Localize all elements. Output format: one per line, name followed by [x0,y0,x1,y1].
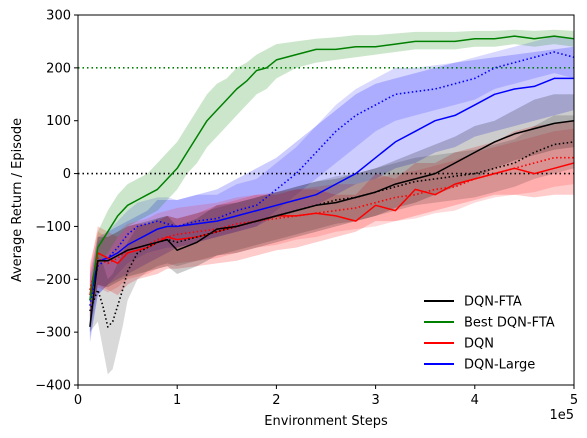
plot-area [77,14,575,386]
x-multiplier-label: 1e5 [549,408,574,423]
line-dqn [89,162,574,296]
y-tick-label: −200 [35,273,71,288]
x-tick-label: 4 [471,393,479,408]
y-tick-label: −400 [35,379,71,394]
legend: DQN-FTA Best DQN-FTA DQN DQN-Large [424,295,555,373]
legend-label-dqn-fta: DQN-FTA [464,295,522,310]
legend-label-dqn-large: DQN-Large [464,358,535,373]
x-tick-label: 2 [272,393,280,408]
plot-frame [77,14,575,386]
legend-label-best-dqn-fta: Best DQN-FTA [464,316,555,331]
line-series-1-dotted [89,51,574,306]
x-axis: 0 1 2 3 4 5 [74,385,578,408]
y-axis-label: Average Return / Episode [10,118,25,282]
y-axis: −400 −300 −200 −100 0 100 200 300 [35,9,78,394]
band-series-5-dotted [89,115,574,375]
x-tick-label: 3 [371,393,379,408]
y-tick-label: 300 [46,9,71,24]
x-tick-label: 0 [74,393,82,408]
x-tick-label: 5 [570,393,578,408]
band-best-dqn-fta [89,29,574,311]
band-series-3-dotted [89,128,574,317]
band-series-1-dotted [89,36,574,338]
band-dqn-large [89,46,574,343]
legend-label-dqn: DQN [464,337,494,352]
x-axis-label: Environment Steps [264,414,388,429]
band-dqn-fta [89,94,574,333]
band-dqn [89,120,574,322]
y-tick-label: 200 [46,61,71,76]
line-dqn-large [89,77,574,301]
y-tick-label: −300 [35,326,71,341]
line-best-dqn-fta [89,35,574,301]
y-tick-label: 100 [46,114,71,129]
y-tick-label: −100 [35,220,71,235]
x-tick-label: 1 [173,393,181,408]
y-tick-label: 0 [63,167,71,182]
